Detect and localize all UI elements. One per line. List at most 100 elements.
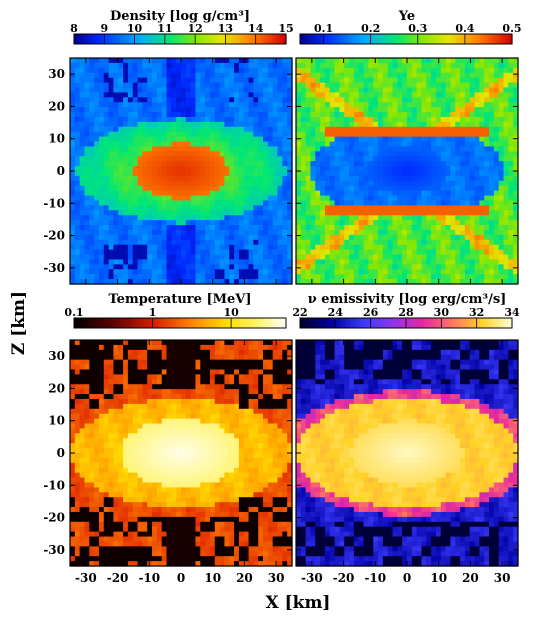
heatmap-cell (382, 102, 389, 108)
heatmap-cell (479, 82, 485, 89)
colorbar-segment (275, 34, 280, 44)
heatmap-cell (123, 161, 129, 167)
heatmap-cell (464, 77, 471, 84)
heatmap-cell (209, 200, 216, 206)
heatmap-cell (79, 344, 86, 351)
heatmap-cell (70, 389, 76, 395)
heatmap-cell (214, 112, 221, 118)
heatmap-cell (503, 190, 509, 197)
heatmap-cell (161, 77, 168, 84)
heatmap-cell (277, 175, 283, 182)
heatmap-cell (209, 166, 216, 172)
colorbar-tick-label: 15 (278, 22, 293, 35)
heatmap-cell (74, 492, 81, 498)
heatmap-cell (431, 279, 437, 285)
heatmap-cell (224, 220, 230, 226)
heatmap-cell (205, 269, 211, 275)
heatmap-cell (277, 220, 283, 226)
heatmap-cell (320, 254, 326, 261)
heatmap-cell (79, 384, 86, 390)
heatmap-cell (373, 205, 379, 211)
heatmap-cell (166, 225, 172, 231)
heatmap-cell (339, 200, 345, 206)
heatmap-cell (103, 58, 110, 64)
heatmap-cell (127, 264, 134, 270)
heatmap-cell (248, 107, 254, 113)
heatmap-cell (310, 107, 316, 113)
heatmap-cell (103, 462, 110, 469)
heatmap-cell (513, 102, 519, 108)
heatmap-cell (349, 200, 355, 206)
heatmap-cell (493, 87, 500, 93)
heatmap-cell (474, 234, 480, 241)
heatmap-cell (74, 443, 81, 449)
heatmap-cell (243, 269, 250, 275)
heatmap-cell (248, 239, 254, 246)
heatmap-cell (234, 116, 240, 123)
heatmap-cell (479, 156, 485, 162)
heatmap-cell (378, 87, 384, 93)
heatmap-cell (272, 234, 279, 241)
heatmap-cell (267, 200, 274, 206)
heatmap-cell (132, 112, 139, 118)
heatmap-cell (74, 531, 81, 538)
heatmap-cell (320, 107, 326, 113)
heatmap-cell (267, 254, 274, 261)
heatmap-cell (344, 171, 350, 177)
heatmap-cell (156, 274, 163, 280)
heatmap-cell (305, 269, 312, 275)
heatmap-cell (253, 166, 259, 172)
heatmap-cell (166, 259, 172, 265)
heatmap-cell (103, 394, 110, 400)
heatmap-cell (108, 92, 115, 98)
heatmap-cell (411, 156, 418, 162)
heatmap-cell (263, 107, 269, 113)
heatmap-cell (344, 77, 350, 84)
heatmap-cell (108, 340, 115, 346)
heatmap-cell (243, 279, 250, 285)
heatmap-cell (277, 136, 283, 143)
heatmap-cell (118, 349, 124, 356)
heatmap-cell (70, 116, 76, 123)
heatmap-cell (334, 239, 341, 246)
heatmap-cell (508, 239, 514, 246)
heatmap-cell (296, 215, 302, 221)
heatmap-cell (349, 116, 355, 123)
heatmap-cell (166, 210, 172, 216)
heatmap-cell (363, 264, 369, 270)
heatmap-cell (214, 185, 221, 192)
heatmap-cell (344, 269, 350, 275)
heatmap-cell (416, 166, 423, 172)
heatmap-cell (300, 97, 307, 103)
heatmap-cell (435, 254, 442, 261)
heatmap-cell (282, 254, 288, 261)
heatmap-cell (103, 433, 110, 439)
heatmap-cell (147, 180, 153, 187)
heatmap-cell (402, 131, 408, 138)
heatmap-cell (320, 264, 326, 270)
heatmap-cell (181, 151, 187, 157)
heatmap-cell (79, 102, 86, 108)
heatmap-cell (460, 161, 466, 167)
heatmap-cell (147, 62, 153, 69)
heatmap-cell (219, 131, 226, 138)
heatmap-cell (79, 107, 86, 113)
colorbar-segment (427, 34, 432, 44)
heatmap-cell (205, 234, 211, 241)
heatmap-cell (156, 77, 163, 84)
heatmap-cell (181, 67, 187, 74)
colorbar-segment (211, 34, 216, 44)
heatmap-cell (123, 58, 129, 64)
heatmap-cell (176, 121, 182, 128)
heatmap-cell (455, 151, 461, 157)
heatmap-cell (324, 151, 331, 157)
heatmap-cell (310, 180, 316, 187)
heatmap-cell (368, 58, 374, 64)
heatmap-cell (353, 259, 360, 265)
heatmap-cell (79, 457, 86, 464)
heatmap-cell (142, 62, 148, 69)
heatmap-cell (79, 264, 86, 270)
heatmap-cell (282, 77, 288, 84)
heatmap-cell (238, 180, 245, 187)
heatmap-cell (435, 210, 442, 216)
